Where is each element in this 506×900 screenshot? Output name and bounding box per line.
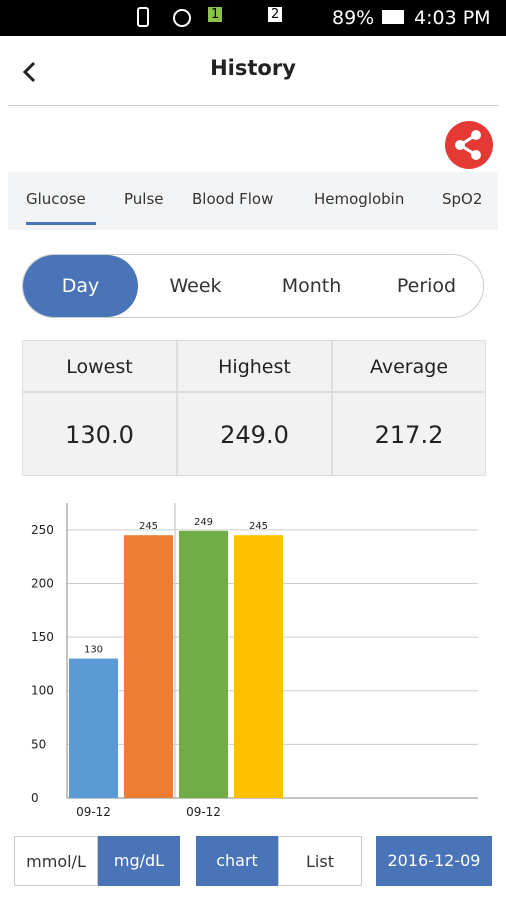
unit-button[interactable]: mmol/L (14, 836, 98, 886)
chart: 0 50 100 150 200 250 130 09-12 245 249 09-12 245 (31, 503, 478, 819)
bar (69, 658, 118, 798)
data-label: 249 (194, 517, 213, 528)
bar (124, 535, 173, 798)
data-label: 245 (139, 521, 158, 532)
data-label: 245 (249, 521, 268, 532)
back-button[interactable] (18, 60, 42, 84)
status-icons (137, 7, 191, 27)
clock: 4:03 PM (414, 7, 491, 29)
bar (179, 530, 228, 798)
page-title: History (210, 56, 296, 80)
y-tick-label: 250 (31, 523, 54, 537)
sim2: 2 (268, 7, 283, 22)
y-tick-label: 50 (31, 737, 46, 751)
x-tick-label: 09-12 (76, 805, 111, 819)
tab[interactable]: Blood Flow (192, 190, 274, 208)
divider (8, 105, 498, 106)
sim1: 1 (208, 7, 223, 22)
data-label: 130 (84, 645, 103, 656)
period-option[interactable]: Week (169, 275, 222, 297)
status-bar: 1 2 89% 4:03 PM (0, 0, 506, 36)
period-selector: Day Week Month Period (22, 254, 484, 318)
x-tick-label: 09-12 (186, 805, 221, 819)
y-tick-label: 150 (31, 630, 54, 644)
y-tick-label: 200 (31, 576, 54, 590)
stat-label: Highest (177, 340, 332, 392)
tab[interactable]: Pulse (124, 190, 164, 208)
y-tick-label: 0 (31, 791, 39, 805)
stat-value: 130.0 (22, 392, 177, 476)
period-option[interactable]: Period (396, 275, 457, 297)
period-option[interactable]: Day (23, 255, 138, 317)
view-button[interactable]: chart (196, 836, 278, 886)
stat-value: 217.2 (332, 392, 486, 476)
stat-label: Average (332, 340, 486, 392)
view-button[interactable]: List (278, 836, 362, 886)
battery-icon (382, 10, 404, 24)
y-tick-label: 100 (31, 684, 54, 698)
period-option[interactable]: Month (281, 275, 342, 297)
stat-value: 249.0 (177, 392, 332, 476)
tab-indicator (26, 222, 96, 225)
unit-button[interactable]: mg/dL (98, 836, 180, 886)
date-button[interactable]: 2016-12-09 (376, 836, 492, 886)
stat-label: Lowest (22, 340, 177, 392)
battery: 89% (332, 7, 375, 29)
tab[interactable]: Hemoglobin (314, 190, 405, 208)
tab[interactable]: Glucose (26, 190, 86, 208)
share-button[interactable] (444, 120, 494, 170)
tab-bar: Glucose Pulse Blood Flow Hemoglobin SpO2 (8, 172, 498, 230)
bar (234, 535, 283, 798)
tab[interactable]: SpO2 (442, 190, 483, 208)
